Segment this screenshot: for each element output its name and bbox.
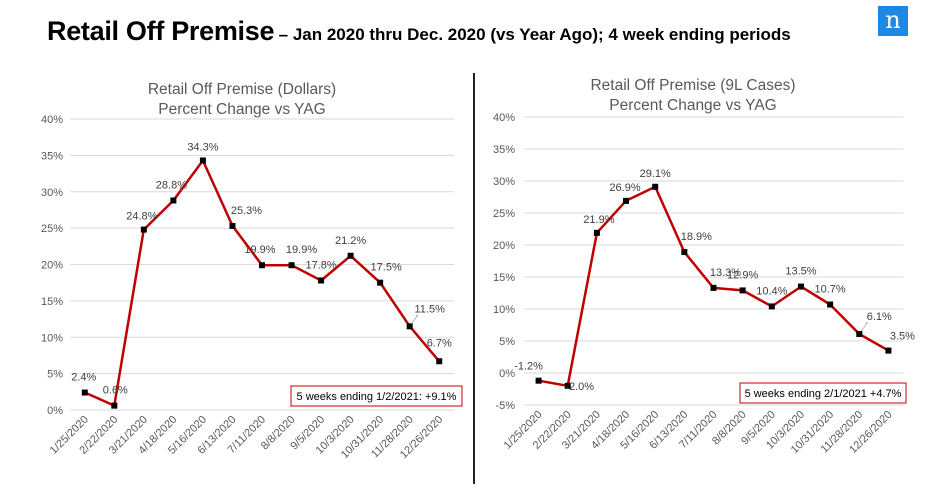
cases-data-label: 12.9%	[727, 269, 758, 281]
dollars-data-point	[347, 252, 354, 259]
cases-data-point	[739, 287, 746, 294]
dollars-data-point	[81, 389, 88, 396]
dollars-data-label: 17.8%	[305, 260, 336, 272]
dollars-y-tick-label: 30%	[41, 187, 63, 199]
dollars-y-tick-label: 25%	[41, 223, 63, 235]
dollars-y-tick-label: 20%	[41, 260, 63, 272]
dollars-data-label: 19.9%	[244, 244, 275, 256]
cases-data-point	[827, 301, 834, 308]
slide-title-main: Retail Off Premise	[47, 16, 275, 46]
dollars-chart-title-line: Percent Change vs YAG	[158, 101, 325, 118]
cases-data-point	[856, 330, 863, 337]
cases-data-point	[768, 303, 775, 310]
cases-data-point	[681, 249, 688, 256]
dollars-note-box	[290, 385, 463, 407]
cases-y-tick-label: 0%	[499, 368, 515, 380]
dollars-chart-title-line: Retail Off Premise (Dollars)	[148, 81, 336, 98]
dollars-data-point	[436, 358, 443, 365]
cases-data-point	[593, 229, 600, 236]
cases-data-point	[797, 283, 804, 290]
nielsen-logo-icon: n	[878, 6, 908, 36]
dollars-data-label: 6.7%	[427, 337, 452, 349]
cases-data-label: 6.1%	[867, 311, 892, 323]
cases-y-tick-label: 25%	[493, 208, 515, 220]
cases-data-label: 13.5%	[785, 266, 816, 278]
dollars-note-text: 5 weeks ending 1/2/2021: +9.1%	[297, 391, 457, 403]
dollars-y-tick-label: 15%	[41, 296, 63, 308]
cases-data-label: 10.4%	[756, 285, 787, 297]
slide-title-subtitle: – Jan 2020 thru Dec. 2020 (vs Year Ago);…	[278, 25, 791, 44]
cases-chart-title-line: Percent Change vs YAG	[609, 97, 776, 114]
dollars-y-tick-label: 40%	[41, 114, 63, 126]
dollars-data-point	[318, 277, 325, 284]
cases-data-label: 13.3%	[710, 267, 741, 279]
dollars-data-point	[111, 402, 118, 409]
cases-y-tick-label: 15%	[493, 272, 515, 284]
cases-label-callout-line	[860, 322, 869, 332]
dollars-data-point	[288, 262, 295, 269]
dollars-data-point	[259, 262, 265, 269]
dollars-data-point	[199, 157, 206, 164]
dollars-label-callout-line	[411, 314, 419, 324]
cases-data-label: 18.9%	[681, 231, 712, 243]
cases-y-tick-label: 35%	[493, 144, 515, 156]
cases-y-tick-label: 5%	[499, 336, 515, 348]
dollars-chart: Retail Off Premise (Dollars) Percent Chan…	[41, 81, 463, 461]
cases-y-tick-label: 40%	[493, 112, 515, 124]
cases-data-label: -1.2%	[514, 361, 543, 373]
cases-data-point	[564, 382, 571, 389]
cases-data-point	[535, 377, 542, 384]
cases-data-label: 21.9%	[583, 214, 614, 226]
dollars-data-label: 21.2%	[335, 235, 366, 247]
dollars-data-point	[229, 222, 236, 229]
dollars-data-label: 25.3%	[231, 205, 262, 217]
dollars-data-label: 11.5%	[415, 303, 446, 315]
slide-title: Retail Off Premise – Jan 2020 thru Dec. …	[47, 16, 791, 47]
cases-y-tick-label: 20%	[493, 240, 515, 252]
dollars-y-tick-label: 0%	[47, 405, 63, 417]
dollars-data-label: 19.9%	[286, 244, 317, 256]
cases-data-label: 29.1%	[640, 168, 671, 180]
cases-y-tick-label: 10%	[493, 304, 515, 316]
cases-note-box	[739, 382, 907, 404]
dollars-data-label: 24.8%	[126, 211, 157, 223]
cases-y-tick-label: -5%	[495, 400, 515, 412]
cases-data-label: 26.9%	[609, 182, 640, 194]
dollars-data-label: 34.3%	[187, 141, 218, 153]
cases-data-point	[710, 284, 717, 291]
cases-data-point	[652, 183, 659, 190]
cases-data-label: 10.7%	[815, 284, 846, 296]
dollars-data-label: 0.6%	[103, 385, 128, 397]
dollars-data-point	[377, 279, 384, 286]
cases-chart-title-line: Retail Off Premise (9L Cases)	[590, 77, 795, 94]
dollars-data-label: 17.5%	[371, 262, 402, 274]
cases-y-tick-label: 30%	[493, 176, 515, 188]
chart-divider	[473, 73, 475, 484]
cases-data-point	[885, 347, 892, 354]
dollars-data-label: 2.4%	[71, 372, 96, 384]
dollars-data-point	[140, 226, 147, 233]
dollars-y-tick-label: 5%	[47, 369, 63, 381]
dollars-y-tick-label: 35%	[41, 150, 63, 162]
dollars-data-label: 28.8%	[156, 179, 187, 191]
cases-note-text: 5 weeks ending 2/1/2021 +4.7%	[745, 388, 902, 400]
dollars-data-point	[170, 197, 177, 204]
dollars-y-tick-label: 10%	[41, 332, 63, 344]
cases-data-point	[623, 197, 630, 204]
cases-data-label: -2.0%	[565, 381, 594, 393]
cases-data-label: 3.5%	[890, 331, 915, 343]
dollars-data-point	[406, 323, 413, 330]
